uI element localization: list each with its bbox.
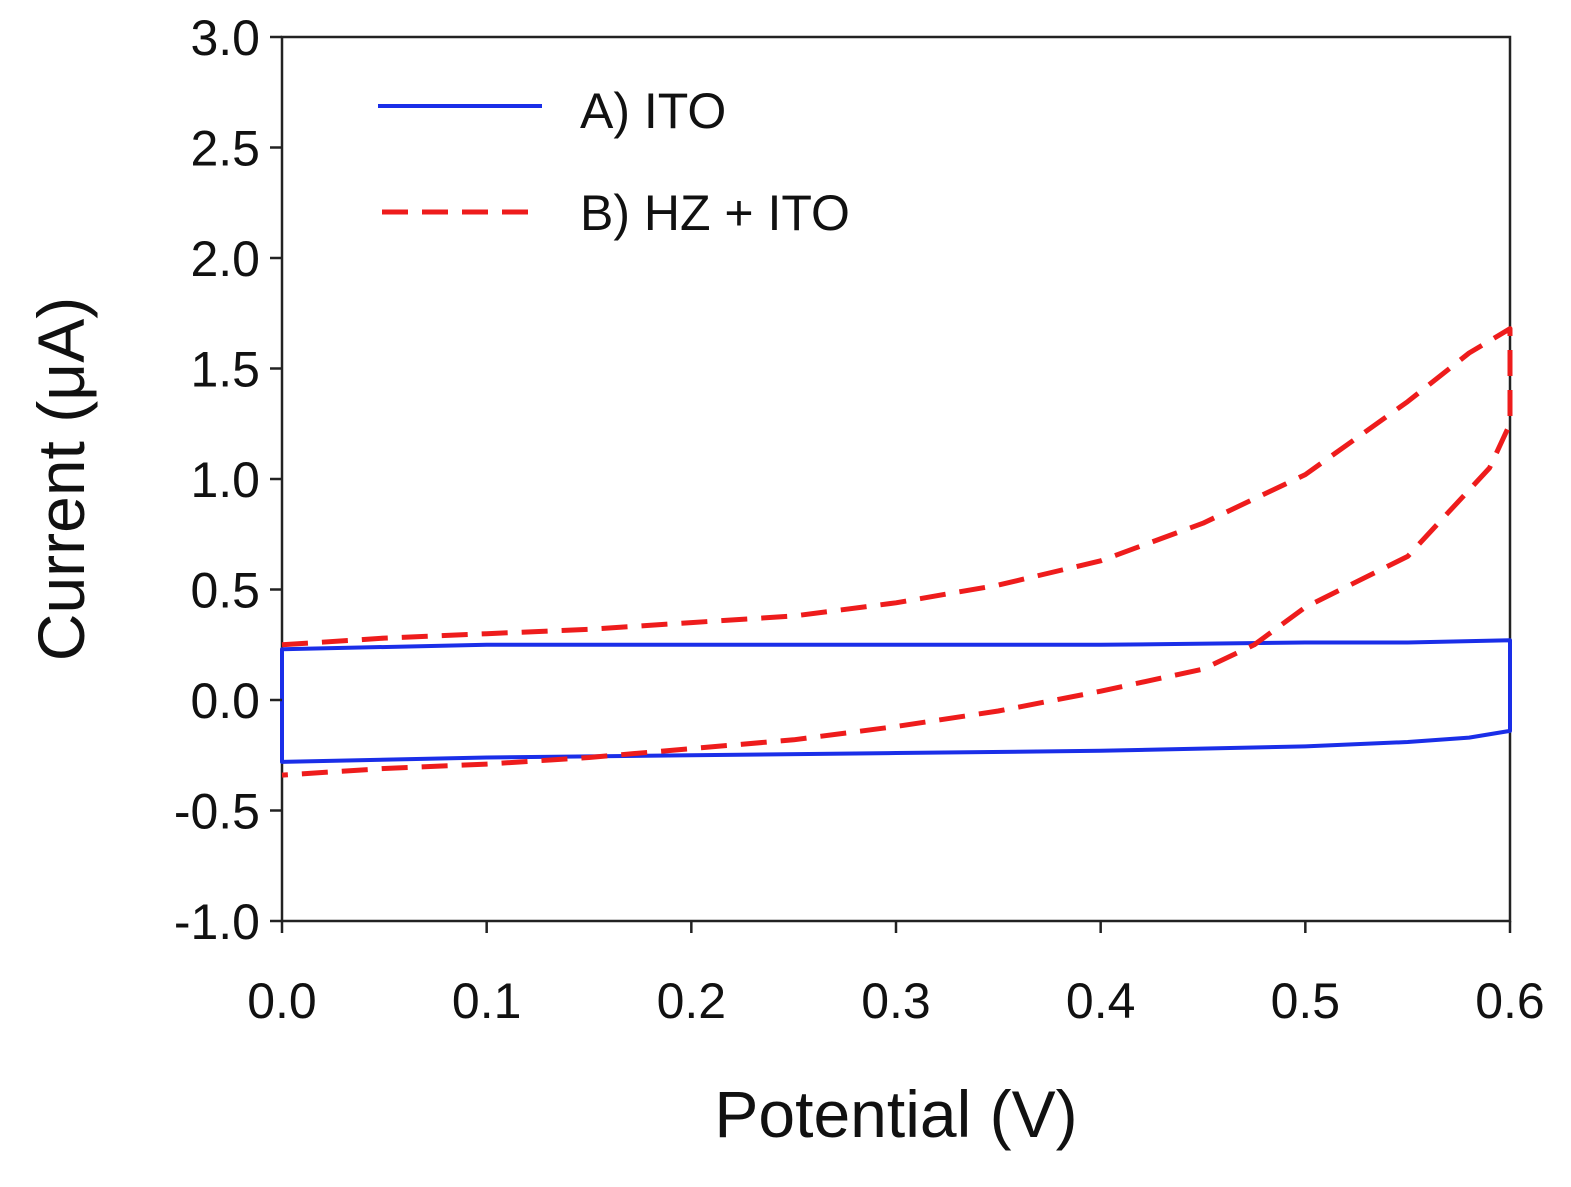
series-layer (280, 326, 1513, 778)
series-line-hz-ito (281, 326, 1513, 778)
y-tick-label: 1.0 (190, 452, 260, 508)
x-tick-label: 0.2 (657, 973, 727, 1029)
y-tick-label: 3.0 (190, 10, 260, 66)
x-tick-label: 0.5 (1271, 973, 1341, 1029)
plot-frame (280, 35, 1512, 923)
y-tick-label: 0.0 (190, 673, 260, 729)
y-tick-label: 1.5 (190, 342, 260, 398)
series-line-ito (280, 638, 1512, 764)
x-tick-label: 0.6 (1475, 973, 1545, 1029)
y-axis-title: Current (μA) (24, 297, 98, 661)
x-tick-label: 0.3 (861, 973, 931, 1029)
y-tick-label: 0.5 (190, 563, 260, 619)
legend-label-hz-ito: B) HZ + ITO (580, 185, 850, 241)
y-tick-label: -0.5 (174, 784, 260, 840)
y-tick-label: -1.0 (174, 894, 260, 950)
x-axis-title: Potential (V) (714, 1077, 1077, 1151)
x-tick-label: 0.1 (452, 973, 522, 1029)
x-tick-label: 0.4 (1066, 973, 1136, 1029)
legend: A) ITO B) HZ + ITO (378, 83, 850, 241)
legend-label-ito: A) ITO (580, 83, 726, 139)
tick-layer: 0.0 0.1 0.2 0.3 0.4 0.5 0.6 -1.0 -0.5 0.0 0.5 1.0 1.… (174, 10, 1545, 1029)
x-tick-label: 0.0 (247, 973, 317, 1029)
y-tick-label: 2.5 (190, 121, 260, 177)
y-tick-label: 2.0 (190, 231, 260, 287)
